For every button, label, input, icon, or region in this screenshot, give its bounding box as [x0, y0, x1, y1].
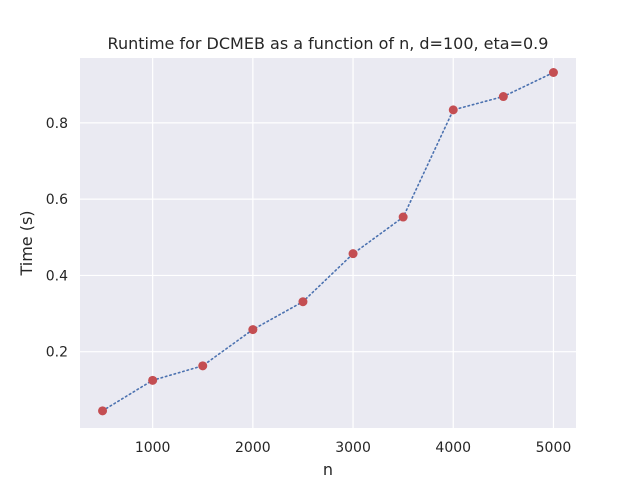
x-axis-label: n	[323, 460, 333, 479]
x-tick-label: 1000	[135, 440, 171, 456]
data-point	[248, 325, 258, 335]
y-tick-label: 0.4	[46, 268, 68, 284]
y-axis-label: Time (s)	[17, 210, 36, 276]
data-point	[348, 249, 358, 259]
data-point	[148, 375, 158, 385]
markers-group	[98, 67, 558, 416]
data-point	[548, 67, 558, 77]
grid	[80, 58, 576, 428]
x-tick-label: 3000	[335, 440, 371, 456]
data-point	[298, 297, 308, 307]
y-tick-label: 0.6	[46, 192, 68, 208]
series-line	[101, 71, 555, 412]
data-point	[498, 92, 508, 102]
series-line-group	[101, 71, 555, 412]
plot-background	[80, 58, 576, 428]
x-tick-label: 4000	[435, 440, 471, 456]
data-point	[398, 212, 408, 222]
chart-title: Runtime for DCMEB as a function of n, d=…	[108, 34, 549, 53]
data-point	[198, 361, 208, 371]
x-tick-label: 2000	[235, 440, 271, 456]
y-tick-label: 0.8	[46, 116, 68, 132]
data-point	[448, 105, 458, 115]
data-point	[98, 406, 108, 416]
y-tick-label: 0.2	[46, 345, 68, 361]
x-tick-labels: 1000 2000 3000 4000 5000	[135, 440, 571, 456]
x-tick-label: 5000	[536, 440, 572, 456]
y-tick-labels: 0.2 0.4 0.6 0.8	[46, 116, 68, 361]
